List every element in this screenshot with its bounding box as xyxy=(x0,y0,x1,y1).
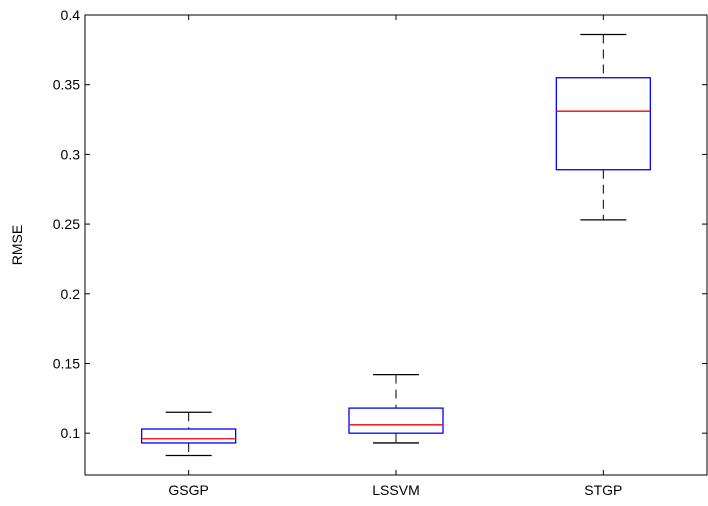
y-axis: 0.1 0.15 0.2 0.25 0.3 0.35 0.4 xyxy=(53,7,707,441)
box-series xyxy=(141,33,651,457)
box-gsgp xyxy=(141,411,237,457)
box-stgp xyxy=(555,33,651,221)
x-tick-label: LSSVM xyxy=(372,482,419,498)
x-tick-label: STGP xyxy=(584,482,622,498)
x-tick-label: GSGP xyxy=(168,482,208,498)
y-tick-label: 0.4 xyxy=(61,7,81,23)
y-tick-label: 0.25 xyxy=(53,216,80,232)
box-iqr xyxy=(141,428,237,444)
box-lssvm xyxy=(348,373,444,444)
y-tick-label: 0.1 xyxy=(61,425,81,441)
y-tick-label: 0.35 xyxy=(53,77,80,93)
box-iqr xyxy=(555,77,651,171)
box-iqr xyxy=(348,407,444,434)
y-tick-label: 0.15 xyxy=(53,355,80,371)
y-tick-label: 0.3 xyxy=(61,146,81,162)
y-tick-label: 0.2 xyxy=(61,286,81,302)
y-axis-title: RMSE xyxy=(9,225,25,265)
x-axis: GSGP LSSVM STGP xyxy=(168,15,622,498)
